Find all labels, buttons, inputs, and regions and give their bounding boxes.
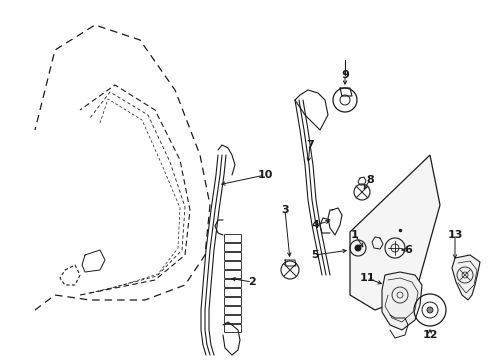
Text: 13: 13 — [447, 230, 462, 240]
Text: 12: 12 — [421, 330, 437, 340]
Text: 2: 2 — [247, 277, 255, 287]
Polygon shape — [349, 155, 439, 310]
Text: 5: 5 — [310, 250, 318, 260]
Text: 11: 11 — [359, 273, 374, 283]
Text: 7: 7 — [305, 140, 313, 150]
Text: 6: 6 — [403, 245, 411, 255]
Text: 1: 1 — [350, 230, 358, 240]
Text: 10: 10 — [257, 170, 272, 180]
Text: 4: 4 — [310, 220, 318, 230]
Circle shape — [426, 307, 432, 313]
Circle shape — [354, 245, 360, 251]
Polygon shape — [381, 272, 421, 330]
Polygon shape — [451, 255, 479, 300]
Text: 8: 8 — [366, 175, 373, 185]
Text: 3: 3 — [281, 205, 288, 215]
Text: 9: 9 — [340, 70, 348, 80]
